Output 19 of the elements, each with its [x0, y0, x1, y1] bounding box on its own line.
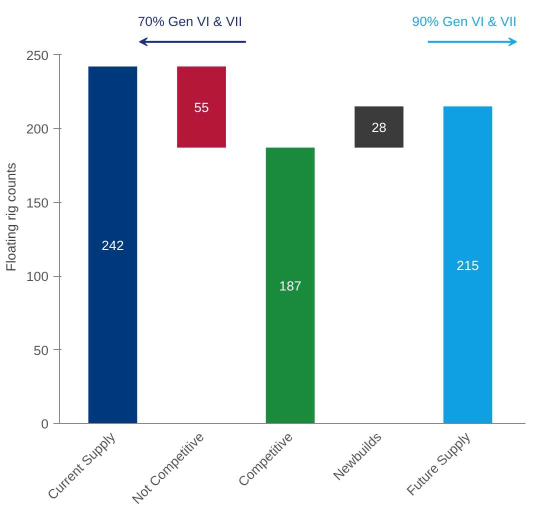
data-label: 242 — [102, 238, 124, 254]
y-tick-label: 100 — [26, 269, 49, 284]
y-tick-label: 0 — [41, 416, 49, 432]
bar — [177, 66, 226, 148]
y-tick-label: 200 — [26, 122, 49, 136]
bar — [354, 106, 404, 148]
bar — [443, 106, 492, 424]
y-tick-label: 50 — [34, 342, 49, 358]
text: 70% Gen VI & VII — [138, 14, 242, 29]
data-label: 187 — [279, 278, 302, 294]
data-label: 215 — [456, 258, 479, 273]
data-label: 55 — [194, 100, 209, 116]
y-tick-label: 150 — [26, 195, 49, 210]
data-label: 28 — [372, 120, 386, 136]
bar — [88, 66, 138, 424]
text: 90% Gen VI & VII — [412, 14, 517, 29]
y-axis-title: Floating rig counts — [3, 162, 18, 272]
y-tick-label: 250 — [26, 48, 49, 63]
bar — [266, 148, 315, 424]
